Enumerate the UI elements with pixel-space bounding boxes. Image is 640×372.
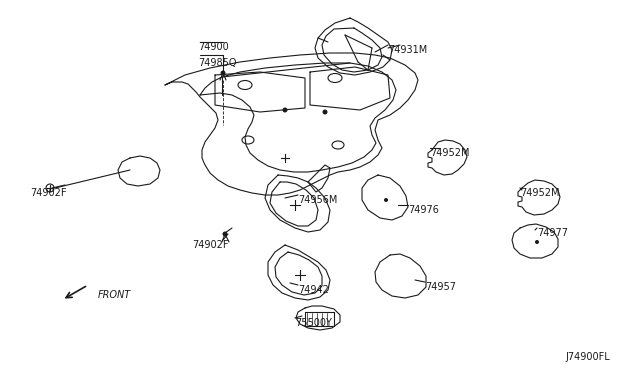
Text: 74976: 74976	[408, 205, 439, 215]
Text: 74902F: 74902F	[192, 240, 228, 250]
Text: 75500Y: 75500Y	[295, 318, 332, 328]
Text: 74942: 74942	[298, 285, 329, 295]
Text: 74952M: 74952M	[430, 148, 470, 158]
Circle shape	[384, 198, 388, 202]
Text: 74957: 74957	[425, 282, 456, 292]
Text: 74985Q: 74985Q	[198, 58, 237, 68]
Circle shape	[221, 71, 225, 76]
Text: J74900FL: J74900FL	[565, 352, 610, 362]
Circle shape	[223, 231, 227, 237]
Circle shape	[535, 240, 539, 244]
Circle shape	[282, 108, 287, 112]
Text: 74931M: 74931M	[388, 45, 428, 55]
Text: 74977: 74977	[537, 228, 568, 238]
Text: 74956M: 74956M	[298, 195, 337, 205]
Text: 74900: 74900	[198, 42, 228, 52]
Text: 74902F: 74902F	[30, 188, 67, 198]
Circle shape	[323, 109, 328, 115]
Text: FRONT: FRONT	[98, 290, 131, 300]
Text: 74952M: 74952M	[520, 188, 559, 198]
